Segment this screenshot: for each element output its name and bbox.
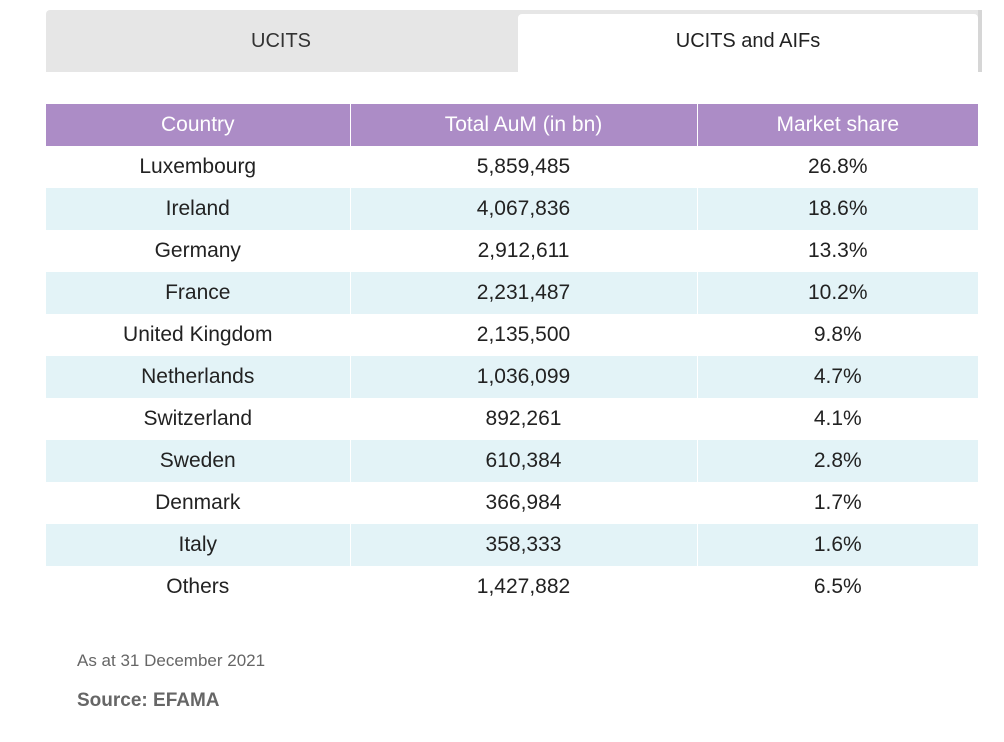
cell-total-aum: 610,384: [350, 440, 698, 482]
table-row: Sweden 610,384 2.8%: [46, 440, 978, 482]
cell-country: United Kingdom: [46, 314, 351, 356]
cell-total-aum: 358,333: [350, 524, 698, 566]
cell-total-aum: 4,067,836: [350, 188, 698, 230]
cell-country: Luxembourg: [46, 146, 351, 188]
cell-total-aum: 1,427,882: [350, 566, 698, 608]
date-note: As at 31 December 2021: [77, 651, 266, 670]
cell-country: Netherlands: [46, 356, 351, 398]
table-row: Luxembourg 5,859,485 26.8%: [46, 146, 978, 188]
cell-country: France: [46, 272, 351, 314]
cell-total-aum: 892,261: [350, 398, 698, 440]
source-note: Source: EFAMA: [77, 690, 220, 711]
column-header-market-share: Market share: [697, 104, 978, 146]
cell-market-share: 1.6%: [697, 524, 978, 566]
cell-market-share: 4.1%: [697, 398, 978, 440]
cell-total-aum: 366,984: [350, 482, 698, 524]
table-row: United Kingdom 2,135,500 9.8%: [46, 314, 978, 356]
column-header-country: Country: [46, 104, 351, 146]
aum-table: Country Total AuM (in bn) Market share L…: [46, 104, 978, 608]
table-row: Germany 2,912,611 13.3%: [46, 230, 978, 272]
tab-ucits-and-aifs[interactable]: UCITS and AIFs: [518, 14, 978, 72]
cell-market-share: 10.2%: [697, 272, 978, 314]
cell-market-share: 4.7%: [697, 356, 978, 398]
table-header-row: Country Total AuM (in bn) Market share: [46, 104, 978, 146]
cell-country: Germany: [46, 230, 351, 272]
tab-ucits[interactable]: UCITS: [251, 30, 311, 52]
cell-total-aum: 1,036,099: [350, 356, 698, 398]
cell-market-share: 2.8%: [697, 440, 978, 482]
cell-country: Switzerland: [46, 398, 351, 440]
cell-country: Ireland: [46, 188, 351, 230]
cell-total-aum: 2,135,500: [350, 314, 698, 356]
cell-country: Sweden: [46, 440, 351, 482]
cell-market-share: 18.6%: [697, 188, 978, 230]
cell-market-share: 1.7%: [697, 482, 978, 524]
cell-market-share: 9.8%: [697, 314, 978, 356]
table-row: Denmark 366,984 1.7%: [46, 482, 978, 524]
cell-total-aum: 2,912,611: [350, 230, 698, 272]
cell-country: Italy: [46, 524, 351, 566]
table-row: Ireland 4,067,836 18.6%: [46, 188, 978, 230]
cell-country: Others: [46, 566, 351, 608]
table-row: Italy 358,333 1.6%: [46, 524, 978, 566]
cell-market-share: 6.5%: [697, 566, 978, 608]
tab-bar: UCITS UCITS and AIFs: [46, 10, 982, 72]
table-row: Switzerland 892,261 4.1%: [46, 398, 978, 440]
tab-bar-edge: [978, 10, 982, 72]
cell-country: Denmark: [46, 482, 351, 524]
cell-market-share: 26.8%: [697, 146, 978, 188]
cell-market-share: 13.3%: [697, 230, 978, 272]
column-header-total-aum: Total AuM (in bn): [350, 104, 698, 146]
table-row: France 2,231,487 10.2%: [46, 272, 978, 314]
table-row: Others 1,427,882 6.5%: [46, 566, 978, 608]
cell-total-aum: 2,231,487: [350, 272, 698, 314]
cell-total-aum: 5,859,485: [350, 146, 698, 188]
table-row: Netherlands 1,036,099 4.7%: [46, 356, 978, 398]
